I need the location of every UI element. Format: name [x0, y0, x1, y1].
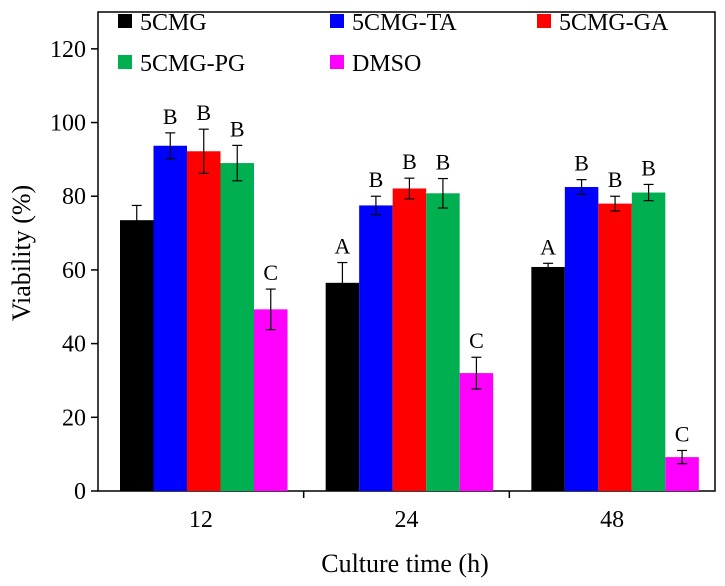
legend-swatch-5cmg-ta — [330, 14, 344, 28]
significance-label: C — [675, 421, 690, 446]
x-tick-label: 24 — [395, 507, 419, 533]
significance-label: B — [574, 151, 589, 176]
bar-5cmg-pg — [426, 193, 460, 491]
significance-label: B — [230, 116, 245, 141]
error-bars-group — [131, 128, 688, 465]
significance-label: B — [641, 155, 656, 180]
bar-5cmg-ga — [598, 203, 632, 491]
significance-label: B — [402, 149, 417, 174]
significance-label: C — [263, 260, 278, 285]
bar-5cmg-ta — [359, 205, 393, 491]
significance-label: A — [334, 234, 350, 259]
legend-swatch-dmso — [330, 55, 344, 69]
x-tick-label: 12 — [189, 507, 213, 533]
bars-group — [120, 145, 699, 492]
y-tick-label: 20 — [62, 405, 86, 431]
x-axis-label: Culture time (h) — [321, 549, 489, 578]
y-tick-label: 120 — [50, 37, 86, 63]
significance-label: B — [608, 167, 623, 192]
legend-entry-5cmg-pg: 5CMG-PG — [140, 51, 245, 77]
legend: 5CMG 5CMG-TA 5CMG-GA 5CMG-PG DMSO — [118, 10, 669, 77]
legend-entry-dmso: DMSO — [352, 51, 421, 77]
legend-entry-5cmg-ta: 5CMG-TA — [352, 10, 457, 36]
y-tick-label: 80 — [62, 184, 86, 210]
significance-label: B — [196, 100, 211, 125]
y-tick-label: 40 — [62, 332, 86, 358]
bar-dmso — [254, 309, 288, 491]
axes-group: 0 20 40 60 80 100 120 12 24 48 — [50, 11, 716, 533]
x-tick-label: 48 — [600, 507, 624, 533]
bar-5cmg-pg — [631, 192, 666, 492]
bar-5cmg-ta — [564, 187, 599, 491]
y-axis-label: Viability (%) — [7, 185, 36, 321]
significance-label: C — [469, 328, 484, 353]
legend-entry-5cmg: 5CMG — [140, 10, 207, 36]
y-tick-label: 60 — [62, 258, 86, 284]
bar-5cmg-ta — [153, 145, 187, 492]
bar-5cmg-ga — [392, 188, 427, 491]
legend-swatch-5cmg-pg — [118, 55, 132, 69]
bar-dmso — [459, 373, 494, 491]
bar-5cmg — [325, 282, 360, 491]
significance-label: B — [369, 167, 384, 192]
bar-5cmg — [531, 266, 565, 491]
bar-5cmg-ga — [187, 151, 221, 492]
significance-label: B — [436, 150, 451, 175]
legend-entry-5cmg-ga: 5CMG-GA — [559, 10, 669, 36]
y-tick-label: 100 — [50, 111, 86, 137]
bar-5cmg — [120, 220, 154, 491]
y-tick-label: 0 — [74, 479, 86, 505]
bar-5cmg-pg — [220, 163, 254, 492]
significance-label: B — [163, 104, 178, 129]
legend-swatch-5cmg-ga — [537, 14, 551, 28]
significance-label: A — [540, 234, 556, 259]
legend-swatch-5cmg — [118, 14, 132, 28]
